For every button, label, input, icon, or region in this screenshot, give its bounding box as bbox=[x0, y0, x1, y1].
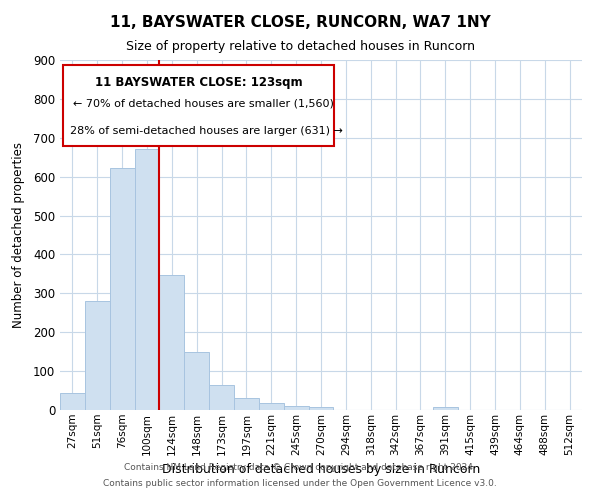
Bar bbox=[433, 407, 458, 410]
Bar bbox=[134, 150, 160, 410]
Bar bbox=[284, 406, 308, 410]
Text: Contains public sector information licensed under the Open Government Licence v3: Contains public sector information licen… bbox=[103, 478, 497, 488]
Bar bbox=[308, 406, 334, 410]
Bar bbox=[60, 393, 85, 410]
Bar bbox=[259, 403, 284, 410]
FancyBboxPatch shape bbox=[62, 66, 334, 146]
Bar bbox=[209, 384, 234, 410]
Text: 11 BAYSWATER CLOSE: 123sqm: 11 BAYSWATER CLOSE: 123sqm bbox=[95, 76, 302, 89]
Bar bbox=[160, 275, 184, 410]
X-axis label: Distribution of detached houses by size in Runcorn: Distribution of detached houses by size … bbox=[162, 463, 480, 476]
Y-axis label: Number of detached properties: Number of detached properties bbox=[11, 142, 25, 328]
Bar bbox=[234, 398, 259, 410]
Text: Contains HM Land Registry data © Crown copyright and database right 2024.: Contains HM Land Registry data © Crown c… bbox=[124, 464, 476, 472]
Text: 11, BAYSWATER CLOSE, RUNCORN, WA7 1NY: 11, BAYSWATER CLOSE, RUNCORN, WA7 1NY bbox=[110, 15, 490, 30]
Bar bbox=[184, 352, 209, 410]
Text: Size of property relative to detached houses in Runcorn: Size of property relative to detached ho… bbox=[125, 40, 475, 53]
Bar bbox=[110, 168, 134, 410]
Text: ← 70% of detached houses are smaller (1,560): ← 70% of detached houses are smaller (1,… bbox=[73, 99, 334, 109]
Bar bbox=[85, 301, 110, 410]
Text: 28% of semi-detached houses are larger (631) →: 28% of semi-detached houses are larger (… bbox=[70, 126, 343, 136]
